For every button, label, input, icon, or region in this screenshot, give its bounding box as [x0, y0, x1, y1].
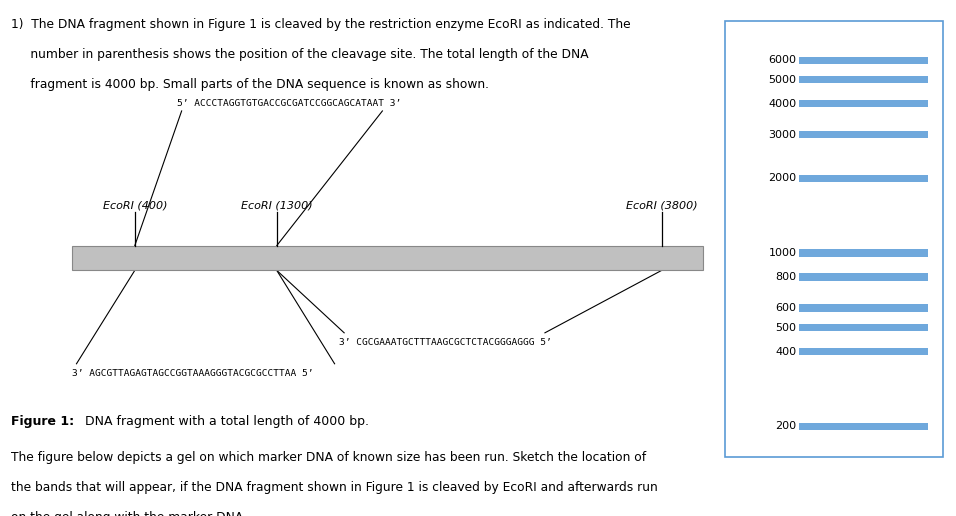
Text: 3’ CGCGAAATGCTTTAAGCGCTCTACGGGAGGG 5’: 3’ CGCGAAATGCTTTAAGCGCTCTACGGGAGGG 5’ — [339, 338, 553, 347]
FancyBboxPatch shape — [799, 324, 928, 331]
Text: DNA fragment with a total length of 4000 bp.: DNA fragment with a total length of 4000… — [81, 415, 369, 428]
FancyBboxPatch shape — [799, 304, 928, 312]
Text: 4000: 4000 — [769, 99, 796, 109]
Text: EcoRI (3800): EcoRI (3800) — [626, 201, 698, 211]
FancyBboxPatch shape — [725, 21, 943, 457]
Text: 5000: 5000 — [769, 75, 796, 85]
Text: fragment is 4000 bp. Small parts of the DNA sequence is known as shown.: fragment is 4000 bp. Small parts of the … — [11, 78, 489, 91]
Text: 2000: 2000 — [769, 173, 796, 183]
FancyBboxPatch shape — [799, 423, 928, 430]
Text: 5’ ACCCTAGGTGTGACCGCGATCCGGCAGCATAAT 3’: 5’ ACCCTAGGTGTGACCGCGATCCGGCAGCATAAT 3’ — [177, 100, 402, 108]
Text: Figure 1:: Figure 1: — [11, 415, 75, 428]
Text: 6000: 6000 — [769, 55, 796, 65]
FancyBboxPatch shape — [799, 76, 928, 84]
Text: number in parenthesis shows the position of the cleavage site. The total length : number in parenthesis shows the position… — [11, 48, 589, 61]
FancyBboxPatch shape — [799, 100, 928, 107]
Text: 500: 500 — [775, 322, 796, 333]
Text: 3000: 3000 — [769, 130, 796, 140]
Text: 600: 600 — [775, 303, 796, 313]
Text: EcoRI (400): EcoRI (400) — [102, 201, 167, 211]
Text: 3’ AGCGTTAGAGTAGCCGGTAAAGGGTACGCGCCTTAA 5’: 3’ AGCGTTAGAGTAGCCGGTAAAGGGTACGCGCCTTAA … — [72, 369, 314, 378]
FancyBboxPatch shape — [799, 348, 928, 355]
FancyBboxPatch shape — [799, 175, 928, 182]
Text: 200: 200 — [775, 421, 796, 431]
FancyBboxPatch shape — [799, 273, 928, 281]
Text: 800: 800 — [775, 272, 796, 282]
FancyBboxPatch shape — [799, 249, 928, 256]
Text: EcoRI (1300): EcoRI (1300) — [241, 201, 313, 211]
FancyBboxPatch shape — [72, 246, 703, 270]
FancyBboxPatch shape — [799, 131, 928, 138]
Text: the bands that will appear, if the DNA fragment shown in Figure 1 is cleaved by : the bands that will appear, if the DNA f… — [11, 481, 659, 494]
Text: The figure below depicts a gel on which marker DNA of known size has been run. S: The figure below depicts a gel on which … — [11, 452, 646, 464]
Text: 1)  The DNA fragment shown in Figure 1 is cleaved by the restriction enzyme EcoR: 1) The DNA fragment shown in Figure 1 is… — [11, 18, 631, 31]
Text: 400: 400 — [775, 347, 796, 357]
Text: 1000: 1000 — [769, 248, 796, 258]
FancyBboxPatch shape — [799, 57, 928, 64]
Text: on the gel along with the marker DNA.: on the gel along with the marker DNA. — [11, 511, 248, 516]
